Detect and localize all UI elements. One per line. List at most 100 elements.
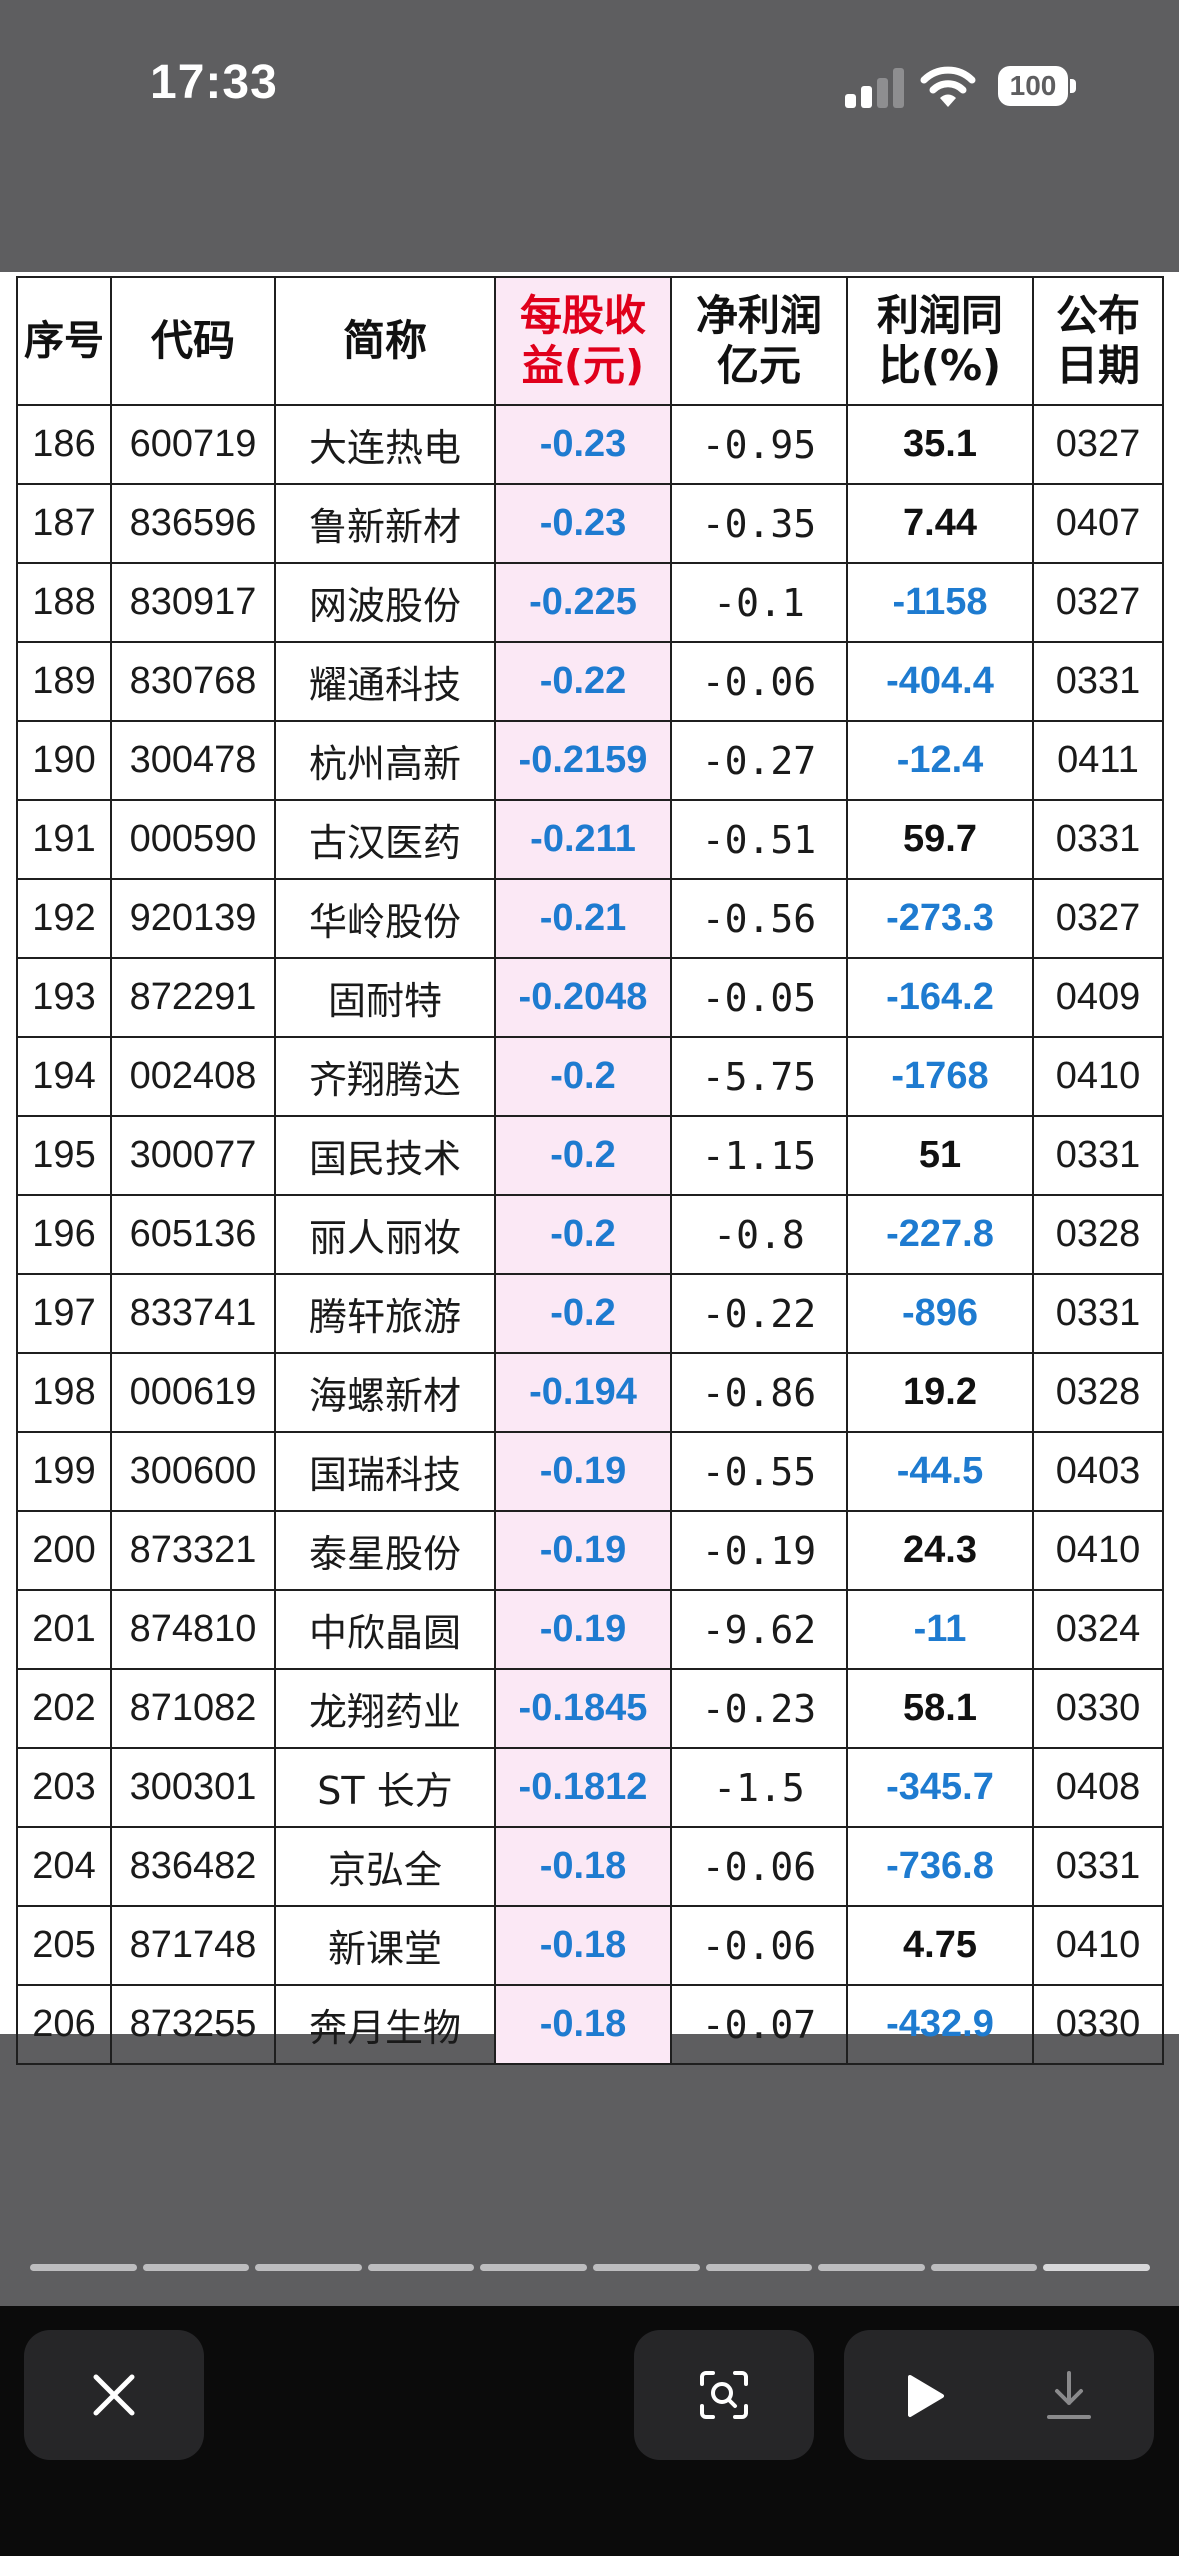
table-row: 192 920139 华岭股份 -0.21 -0.56 -273.3 0327: [16, 878, 1164, 959]
cell-seq: 189: [16, 641, 112, 722]
table-row: 189 830768 耀通科技 -0.22 -0.06 -404.4 0331: [16, 641, 1164, 722]
visual-lookup-icon: [700, 2371, 748, 2419]
cell-yoy: -1768: [846, 1036, 1034, 1117]
cellular-signal-icon: [845, 68, 907, 108]
cell-eps: -0.2: [494, 1036, 672, 1117]
cell-code: 002408: [110, 1036, 276, 1117]
cell-yoy: 59.7: [846, 799, 1034, 880]
close-button[interactable]: [24, 2330, 204, 2460]
cell-net-profit: -0.07: [670, 1984, 848, 2065]
table-row: 206 873255 奔月生物 -0.18 -0.07 -432.9 0330: [16, 1984, 1164, 2065]
cell-date: 0328: [1032, 1352, 1164, 1433]
cell-net-profit: -0.56: [670, 878, 848, 959]
header-net-profit: 净利润亿元: [670, 276, 848, 406]
cell-yoy: 51: [846, 1115, 1034, 1196]
cell-name: 中欣晶圆: [274, 1589, 496, 1670]
cell-eps: -0.18: [494, 1984, 672, 2065]
cell-net-profit: -0.51: [670, 799, 848, 880]
status-bar: 17:33 100: [0, 0, 1179, 170]
play-button[interactable]: [884, 2355, 964, 2435]
cell-name: 固耐特: [274, 957, 496, 1038]
image-pager[interactable]: [30, 2264, 1150, 2272]
cell-net-profit: -0.86: [670, 1352, 848, 1433]
pager-segment[interactable]: [930, 2264, 1038, 2271]
cell-yoy: 35.1: [846, 404, 1034, 485]
pager-segment[interactable]: [30, 2264, 137, 2271]
cell-name: 古汉医药: [274, 799, 496, 880]
cell-yoy: -44.5: [846, 1431, 1034, 1512]
cell-yoy: -11: [846, 1589, 1034, 1670]
table-row: 202 871082 龙翔药业 -0.1845 -0.23 58.1 0330: [16, 1668, 1164, 1749]
cell-net-profit: -0.19: [670, 1510, 848, 1591]
table-row: 191 000590 古汉医药 -0.211 -0.51 59.7 0331: [16, 799, 1164, 880]
cell-seq: 197: [16, 1273, 112, 1354]
cell-name: 龙翔药业: [274, 1668, 496, 1749]
cell-eps: -0.2048: [494, 957, 672, 1038]
pager-segment[interactable]: [593, 2264, 700, 2271]
cell-seq: 198: [16, 1352, 112, 1433]
cell-date: 0411: [1032, 720, 1164, 801]
media-controls: [844, 2330, 1154, 2460]
cell-name: 鲁新新材: [274, 483, 496, 564]
cell-name: 国瑞科技: [274, 1431, 496, 1512]
table-row: 199 300600 国瑞科技 -0.19 -0.55 -44.5 0403: [16, 1431, 1164, 1512]
cell-name: 新课堂: [274, 1905, 496, 1986]
cell-yoy: -345.7: [846, 1747, 1034, 1828]
cell-name: 网波股份: [274, 562, 496, 643]
cell-code: 000590: [110, 799, 276, 880]
download-button[interactable]: [1029, 2355, 1109, 2435]
cell-name: ST 长方: [274, 1747, 496, 1828]
table-row: 188 830917 网波股份 -0.225 -0.1 -1158 0327: [16, 562, 1164, 643]
pager-segment[interactable]: [255, 2264, 362, 2271]
cell-yoy: -896: [846, 1273, 1034, 1354]
table-row: 186 600719 大连热电 -0.23 -0.95 35.1 0327: [16, 404, 1164, 485]
cell-date: 0331: [1032, 799, 1164, 880]
pager-segment[interactable]: [705, 2264, 813, 2271]
pager-segment[interactable]: [1043, 2264, 1150, 2271]
cell-seq: 187: [16, 483, 112, 564]
cell-seq: 204: [16, 1826, 112, 1907]
pager-segment[interactable]: [142, 2264, 250, 2271]
header-date: 公布日期: [1032, 276, 1164, 406]
cell-seq: 196: [16, 1194, 112, 1275]
cell-yoy: 58.1: [846, 1668, 1034, 1749]
pager-segment[interactable]: [367, 2264, 475, 2271]
cell-code: 000619: [110, 1352, 276, 1433]
cell-date: 0409: [1032, 957, 1164, 1038]
cell-net-profit: -0.06: [670, 1826, 848, 1907]
cell-date: 0330: [1032, 1984, 1164, 2065]
table-header-row: 序号 代码 简称 每股收益(元) 净利润亿元 利润同比(%) 公布日期: [16, 276, 1164, 406]
visual-lookup-button[interactable]: [634, 2330, 814, 2460]
cell-eps: -0.2: [494, 1194, 672, 1275]
pager-segment[interactable]: [480, 2264, 587, 2271]
cell-net-profit: -1.15: [670, 1115, 848, 1196]
pager-segment[interactable]: [818, 2264, 925, 2271]
cell-date: 0330: [1032, 1668, 1164, 1749]
cell-eps: -0.19: [494, 1510, 672, 1591]
cell-yoy: -12.4: [846, 720, 1034, 801]
table-row: 196 605136 丽人丽妆 -0.2 -0.8 -227.8 0328: [16, 1194, 1164, 1275]
battery-level: 100: [1009, 70, 1057, 101]
battery-icon: 100: [998, 66, 1076, 106]
header-eps: 每股收益(元): [494, 276, 672, 406]
table-row: 201 874810 中欣晶圆 -0.19 -9.62 -11 0324: [16, 1589, 1164, 1670]
cell-date: 0327: [1032, 404, 1164, 485]
cell-seq: 194: [16, 1036, 112, 1117]
cell-name: 杭州高新: [274, 720, 496, 801]
cell-yoy: -432.9: [846, 1984, 1034, 2065]
cell-yoy: 24.3: [846, 1510, 1034, 1591]
cell-net-profit: -0.06: [670, 1905, 848, 1986]
status-time: 17:33: [150, 56, 278, 109]
cell-net-profit: -0.27: [670, 720, 848, 801]
cell-seq: 195: [16, 1115, 112, 1196]
cell-net-profit: -0.06: [670, 641, 848, 722]
table-image[interactable]: 序号 代码 简称 每股收益(元) 净利润亿元 利润同比(%) 公布日期 186 6…: [0, 272, 1179, 2065]
cell-code: 872291: [110, 957, 276, 1038]
cell-yoy: -1158: [846, 562, 1034, 643]
download-icon: [1047, 2371, 1091, 2419]
cell-net-profit: -0.35: [670, 483, 848, 564]
cell-name: 海螺新材: [274, 1352, 496, 1433]
cell-code: 830917: [110, 562, 276, 643]
cell-eps: -0.19: [494, 1431, 672, 1512]
cell-net-profit: -0.95: [670, 404, 848, 485]
